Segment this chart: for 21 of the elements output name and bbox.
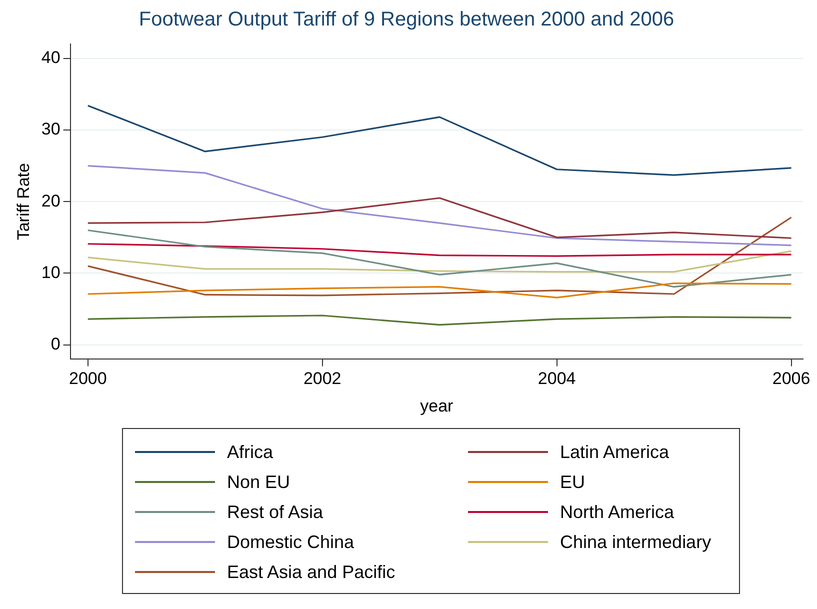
legend-label: Latin America	[560, 442, 670, 462]
legend-label: Domestic China	[227, 532, 354, 552]
legend-label: EU	[560, 472, 586, 492]
x-tick-label: 2002	[303, 369, 342, 388]
y-tick-label: 30	[41, 120, 60, 139]
legend-label: Rest of Asia	[227, 502, 324, 522]
y-axis-title: Tariff Rate	[14, 163, 33, 240]
legend-label: Non EU	[227, 472, 290, 492]
legend-label: Africa	[227, 442, 274, 462]
y-tick-label: 20	[41, 191, 60, 210]
chart-title: Footwear Output Tariff of 9 Regions between 2000 and 2006	[138, 8, 674, 31]
y-tick-label: 40	[41, 48, 60, 68]
legend-label: North America	[560, 502, 674, 522]
y-tick-label: 10	[41, 262, 60, 282]
legend-label: China intermediary	[560, 532, 712, 552]
x-tick-label: 2000	[68, 369, 107, 388]
x-tick-label: 2004	[538, 369, 576, 388]
y-tick-label: 0	[50, 334, 60, 354]
x-axis-title: year	[420, 396, 454, 416]
legend-label: East Asia and Pacific	[227, 562, 396, 582]
x-tick-label: 2006	[772, 369, 810, 388]
